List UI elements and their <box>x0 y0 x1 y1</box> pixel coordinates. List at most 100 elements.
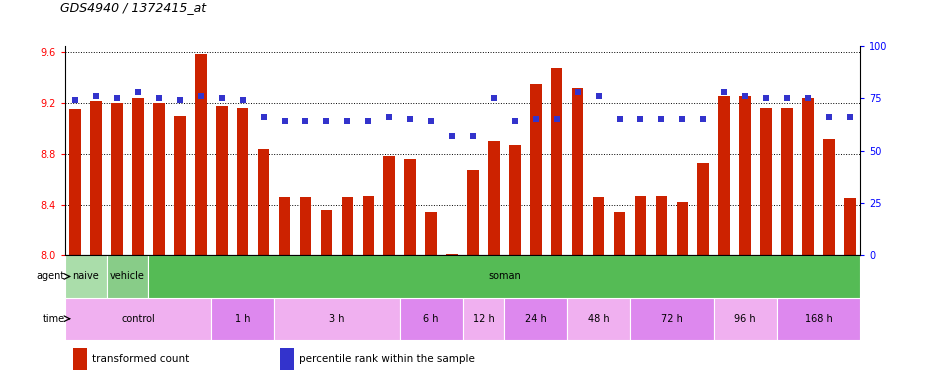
Point <box>675 116 690 122</box>
Text: 24 h: 24 h <box>524 314 547 324</box>
Bar <box>567 298 630 340</box>
Bar <box>65 298 211 340</box>
Point <box>591 93 606 99</box>
Point <box>612 116 627 122</box>
Bar <box>211 298 274 340</box>
Point <box>89 93 104 99</box>
Bar <box>488 141 500 255</box>
Bar <box>823 139 834 255</box>
Point <box>654 116 669 122</box>
Text: 3 h: 3 h <box>329 314 345 324</box>
Text: control: control <box>121 314 154 324</box>
Bar <box>149 255 860 298</box>
Point <box>172 98 187 104</box>
Text: 12 h: 12 h <box>473 314 494 324</box>
Bar <box>274 298 400 340</box>
Bar <box>321 210 332 255</box>
Point <box>508 118 523 124</box>
Bar <box>279 348 294 370</box>
Point <box>152 95 166 101</box>
Bar <box>760 108 771 255</box>
Bar <box>258 149 269 255</box>
Text: vehicle: vehicle <box>110 271 145 281</box>
Text: 96 h: 96 h <box>734 314 756 324</box>
Bar <box>69 109 81 255</box>
Point <box>340 118 355 124</box>
Point <box>780 95 795 101</box>
Bar <box>91 101 102 255</box>
Point <box>465 133 480 139</box>
Point <box>800 95 815 101</box>
Point <box>633 116 648 122</box>
Bar <box>400 298 462 340</box>
Bar <box>384 156 395 255</box>
Bar <box>593 197 604 255</box>
Point <box>487 95 501 101</box>
Text: 1 h: 1 h <box>235 314 251 324</box>
Bar <box>341 197 353 255</box>
Bar <box>404 159 416 255</box>
Bar <box>776 298 860 340</box>
Point <box>235 98 250 104</box>
Bar <box>844 198 856 255</box>
Text: 48 h: 48 h <box>587 314 610 324</box>
Text: transformed count: transformed count <box>92 354 189 364</box>
Text: time: time <box>43 314 65 324</box>
Point <box>278 118 292 124</box>
Point <box>570 89 585 95</box>
Bar <box>714 298 776 340</box>
Point <box>424 118 438 124</box>
Bar <box>802 98 814 255</box>
Text: 72 h: 72 h <box>660 314 683 324</box>
Bar <box>237 108 249 255</box>
Bar <box>195 54 206 255</box>
Bar <box>426 212 437 255</box>
Point <box>821 114 836 120</box>
Point <box>319 118 334 124</box>
Bar <box>509 145 521 255</box>
Bar <box>530 84 541 255</box>
Bar <box>462 298 504 340</box>
Text: agent: agent <box>36 271 65 281</box>
Bar <box>697 163 709 255</box>
Bar <box>363 196 374 255</box>
Bar <box>467 170 479 255</box>
Text: 168 h: 168 h <box>805 314 832 324</box>
Point <box>361 118 376 124</box>
Bar <box>73 348 87 370</box>
Bar <box>551 68 562 255</box>
Point <box>528 116 543 122</box>
Bar <box>174 116 186 255</box>
Text: naive: naive <box>72 271 99 281</box>
Point <box>68 98 82 104</box>
Point <box>256 114 271 120</box>
Bar <box>630 298 714 340</box>
Point <box>215 95 229 101</box>
Point <box>130 89 145 95</box>
Bar <box>106 255 149 298</box>
Point <box>549 116 564 122</box>
Bar <box>216 106 228 255</box>
Bar <box>656 196 667 255</box>
Point <box>843 114 857 120</box>
Point <box>193 93 208 99</box>
Bar <box>300 197 311 255</box>
Bar <box>132 98 143 255</box>
Bar <box>154 103 165 255</box>
Bar <box>572 88 584 255</box>
Bar <box>504 298 567 340</box>
Text: soman: soman <box>488 271 521 281</box>
Bar <box>614 212 625 255</box>
Bar <box>111 103 123 255</box>
Text: GDS4940 / 1372415_at: GDS4940 / 1372415_at <box>60 1 206 14</box>
Bar <box>676 202 688 255</box>
Point <box>717 89 732 95</box>
Point <box>402 116 417 122</box>
Text: percentile rank within the sample: percentile rank within the sample <box>299 354 475 364</box>
Point <box>758 95 773 101</box>
Point <box>738 93 753 99</box>
Point <box>696 116 710 122</box>
Bar <box>446 254 458 255</box>
Point <box>445 133 460 139</box>
Bar <box>782 108 793 255</box>
